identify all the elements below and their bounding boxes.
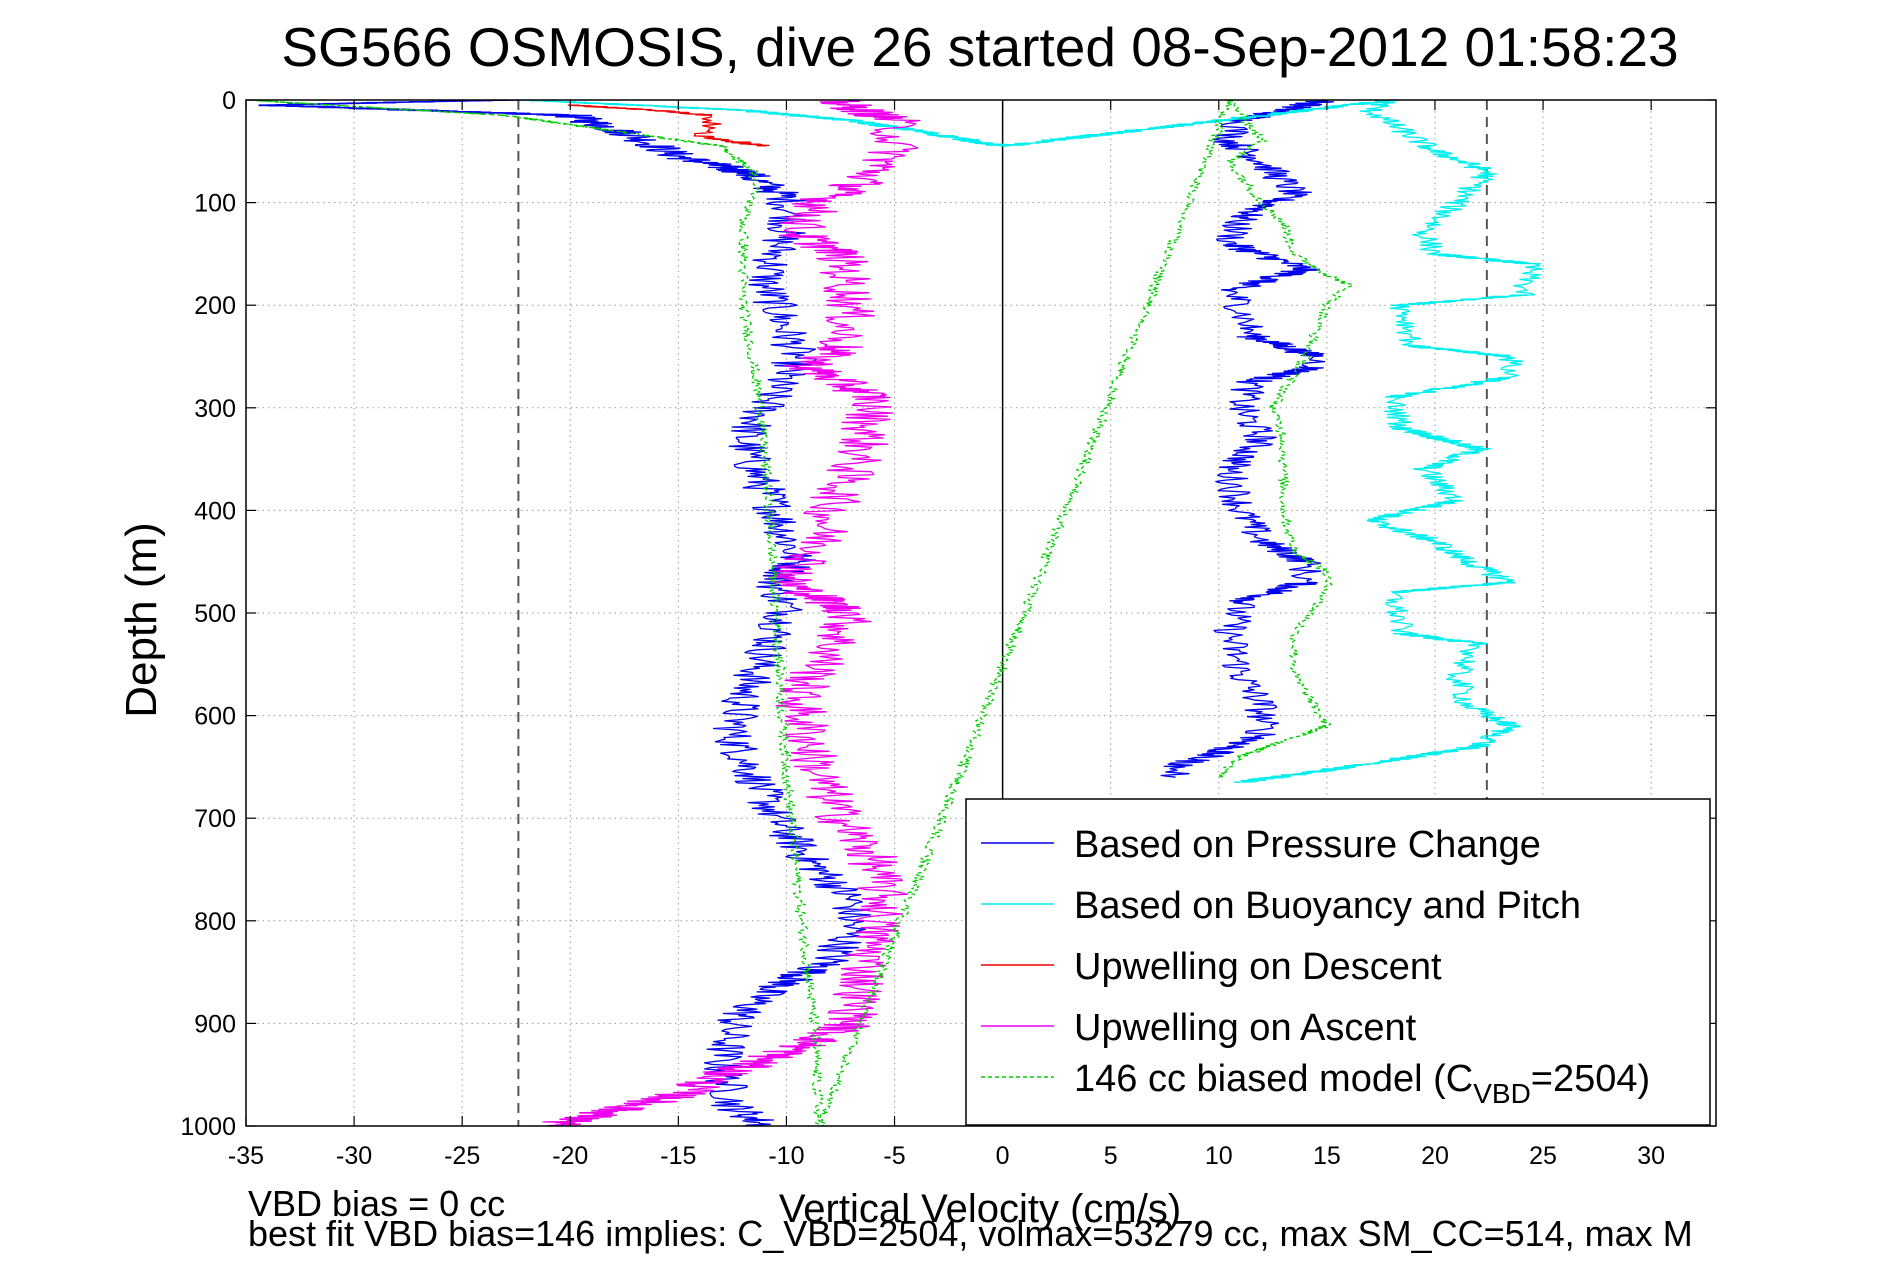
x-tick-label: -10 bbox=[768, 1142, 804, 1170]
chart-title: SG566 OSMOSIS, dive 26 started 08-Sep-20… bbox=[281, 16, 1678, 78]
y-axis-label: Depth (m) bbox=[117, 522, 166, 718]
y-tick-label: 900 bbox=[194, 1010, 236, 1038]
x-tick-label: -25 bbox=[444, 1142, 480, 1170]
y-tick-label: 0 bbox=[222, 87, 236, 115]
legend-label-2: Upwelling on Descent bbox=[1074, 946, 1442, 988]
x-tick-label: 0 bbox=[996, 1142, 1010, 1170]
x-tick-label: 10 bbox=[1205, 1142, 1233, 1170]
legend-label-0: Based on Pressure Change bbox=[1074, 824, 1541, 866]
y-tick-label: 700 bbox=[194, 805, 236, 833]
y-tick-label: 600 bbox=[194, 703, 236, 731]
x-tick-label: 20 bbox=[1421, 1142, 1449, 1170]
legend-suffix: =2504) bbox=[1531, 1058, 1650, 1100]
series-line-0 bbox=[258, 100, 872, 1126]
x-tick-label: -20 bbox=[552, 1142, 588, 1170]
legend-box bbox=[965, 798, 1711, 1126]
x-tick-label: 5 bbox=[1104, 1142, 1118, 1170]
x-tick-label: -5 bbox=[883, 1142, 905, 1170]
y-tick-label: 300 bbox=[194, 395, 236, 423]
series-line-7 bbox=[246, 100, 1353, 1126]
series-line-5 bbox=[567, 104, 770, 147]
legend: Based on Pressure Change Based on Buoyanc… bbox=[965, 798, 1711, 1126]
x-tick-label: -15 bbox=[660, 1142, 696, 1170]
series-group bbox=[246, 100, 1673, 1126]
y-tick-label: 1000 bbox=[180, 1113, 236, 1141]
x-tick-labels: -35 -30 -25 -20 -15 -10 -5 0 5 10 15 20 25 30 bbox=[228, 1142, 1665, 1170]
x-tick-label: -30 bbox=[336, 1142, 372, 1170]
y-tick-labels: 0 100 200 300 400 500 600 700 800 900 1000 bbox=[180, 87, 236, 1141]
y-tick-label: 400 bbox=[194, 497, 236, 525]
y-tick-label: 500 bbox=[194, 600, 236, 628]
footer-bias-note: VBD bias = 0 cc bbox=[248, 1183, 506, 1224]
series-line-6 bbox=[542, 100, 921, 1126]
legend-label-1: Based on Buoyancy and Pitch bbox=[1074, 885, 1581, 927]
series-line-1 bbox=[1160, 100, 1335, 778]
x-tick-label: -35 bbox=[228, 1142, 264, 1170]
x-tick-label: 30 bbox=[1637, 1142, 1665, 1170]
y-tick-label: 200 bbox=[194, 292, 236, 320]
x-tick-label: 15 bbox=[1313, 1142, 1341, 1170]
series-line-3 bbox=[521, 100, 1544, 783]
footer-best-fit-note: best fit VBD bias=146 implies: C_VBD=250… bbox=[248, 1213, 1693, 1254]
legend-subscript: VBD bbox=[1473, 1078, 1531, 1109]
x-tick-label: 25 bbox=[1529, 1142, 1557, 1170]
y-tick-label: 100 bbox=[194, 190, 236, 218]
legend-label-3: Upwelling on Ascent bbox=[1074, 1007, 1417, 1049]
y-tick-label: 800 bbox=[194, 908, 236, 936]
series-layer bbox=[246, 100, 1673, 1126]
x-axis-label: Vertical Velocity (cm/s) bbox=[779, 1187, 1181, 1231]
